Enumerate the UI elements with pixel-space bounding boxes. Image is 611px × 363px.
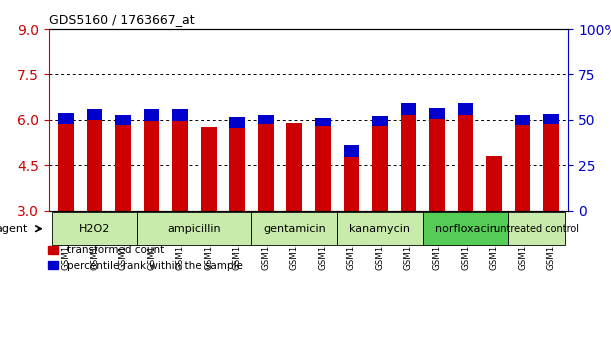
Bar — [429, 119, 445, 211]
Text: untreated control: untreated control — [494, 224, 579, 234]
Bar — [401, 115, 416, 211]
Bar — [201, 127, 216, 211]
Bar — [58, 113, 74, 124]
Bar — [429, 108, 445, 119]
Bar — [172, 109, 188, 121]
Text: H2O2: H2O2 — [79, 224, 110, 234]
Bar — [144, 121, 159, 211]
Bar — [514, 125, 530, 211]
Bar — [229, 117, 245, 128]
Text: ampicillin: ampicillin — [167, 224, 221, 234]
Bar — [401, 102, 416, 115]
Bar — [315, 126, 331, 211]
Bar — [372, 126, 388, 211]
Bar — [343, 157, 359, 211]
Bar — [486, 156, 502, 211]
Bar — [58, 124, 74, 211]
Bar — [258, 124, 274, 211]
Bar — [343, 144, 359, 157]
Bar — [458, 103, 474, 115]
Text: norfloxacin: norfloxacin — [434, 224, 497, 234]
Text: kanamycin: kanamycin — [349, 224, 411, 234]
Bar — [87, 120, 103, 211]
Bar — [543, 114, 559, 124]
Bar — [258, 115, 274, 124]
Text: GDS5160 / 1763667_at: GDS5160 / 1763667_at — [49, 13, 194, 26]
Text: agent: agent — [0, 224, 27, 234]
Bar — [543, 124, 559, 211]
Legend: transformed count, percentile rank within the sample: transformed count, percentile rank withi… — [48, 245, 243, 271]
Bar — [115, 125, 131, 211]
Bar — [458, 115, 474, 211]
Bar — [372, 116, 388, 126]
Bar — [172, 121, 188, 211]
Text: gentamicin: gentamicin — [263, 224, 326, 234]
Bar — [315, 118, 331, 126]
Bar — [115, 115, 131, 125]
Bar — [287, 123, 302, 211]
Bar — [144, 109, 159, 121]
Bar — [87, 109, 103, 120]
Bar — [514, 115, 530, 125]
Bar — [229, 128, 245, 211]
